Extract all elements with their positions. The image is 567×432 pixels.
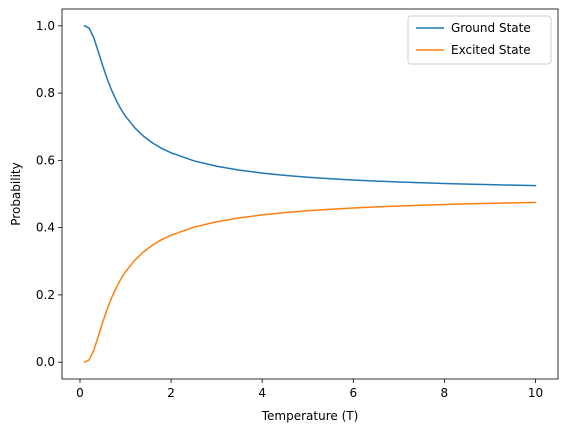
y-tick-label: 0.8 (36, 86, 55, 100)
plot-frame (61, 8, 559, 380)
x-tick-label: 0 (76, 386, 84, 400)
y-tick-label: 0.0 (36, 355, 55, 369)
x-tick-label: 6 (349, 386, 357, 400)
series-line-ground-state (83, 24, 537, 187)
series-line-excited-state (83, 201, 537, 364)
x-tick-label: 10 (528, 386, 543, 400)
x-tick-label: 8 (441, 386, 449, 400)
y-tick-label: 0.6 (36, 153, 55, 167)
x-axis-label: Temperature (T) (261, 409, 359, 423)
y-axis-label: Probability (9, 162, 23, 225)
y-axis-ticks: 0.0 0.2 0.4 0.6 0.8 1.0 (36, 19, 62, 369)
x-axis-ticks: 0 2 4 6 8 10 (76, 379, 543, 400)
legend-label-ground-state: Ground State (451, 21, 531, 35)
y-tick-label: 0.4 (36, 221, 55, 235)
series-lines (83, 24, 537, 364)
y-tick-label: 1.0 (36, 19, 55, 33)
legend-label-excited-state: Excited State (451, 43, 531, 57)
plot-background (62, 9, 558, 379)
legend: Ground State Excited State (407, 15, 552, 65)
y-tick-label: 0.2 (36, 288, 55, 302)
x-tick-label: 2 (167, 386, 175, 400)
x-tick-label: 4 (258, 386, 266, 400)
